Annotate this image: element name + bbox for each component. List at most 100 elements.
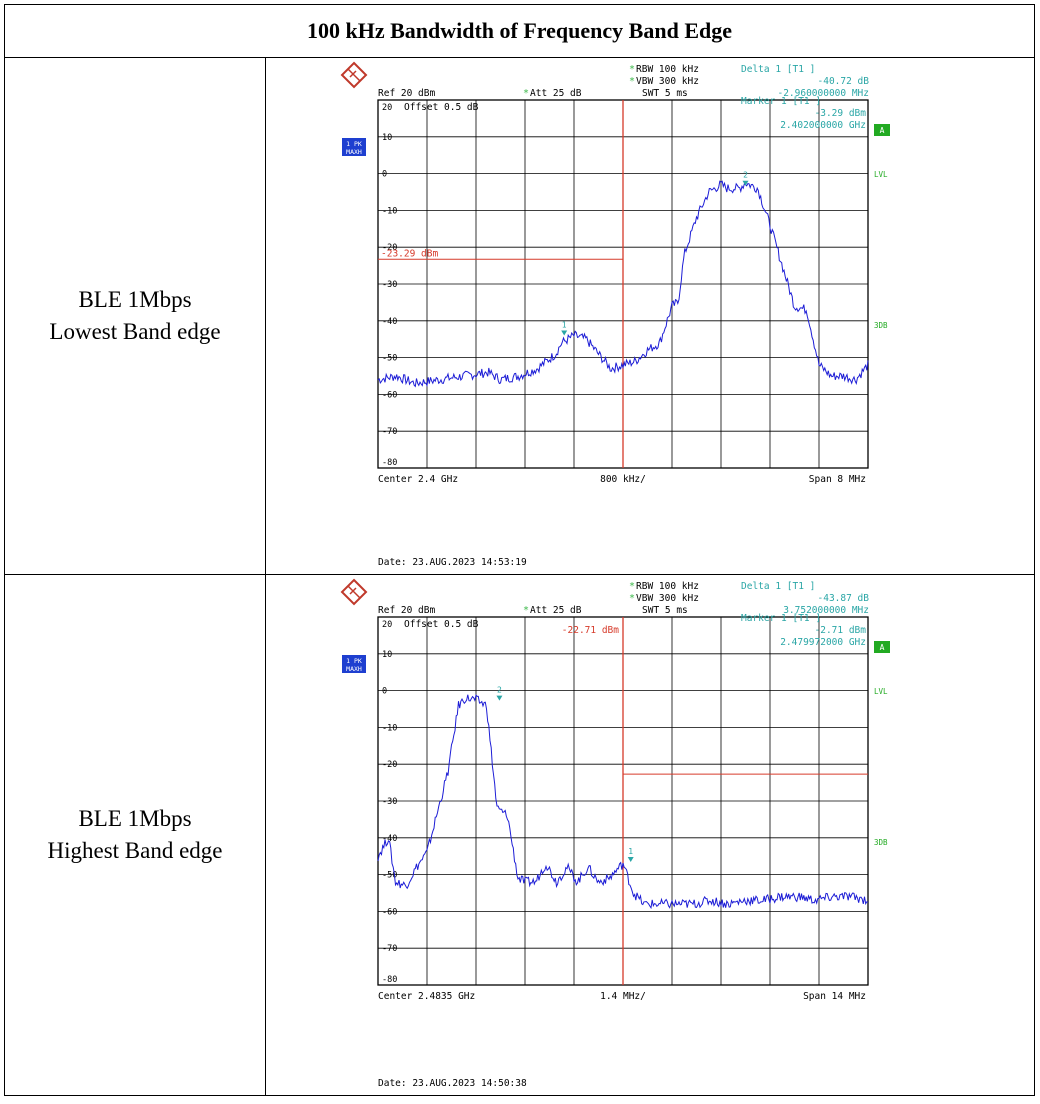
delta-marker-title: Delta 1 [T1 ]: [741, 64, 815, 75]
y-tick-label: -30: [382, 797, 397, 807]
attenuation: Att 25 dB: [530, 605, 582, 616]
marker-title: Marker 1 [T1 ]: [741, 96, 821, 107]
rbw-star: *: [629, 64, 635, 75]
y-tick-label: -50: [382, 354, 397, 364]
delta-marker-level: -43.87 dB: [818, 593, 870, 604]
trace-pk-label: 1 PK: [346, 657, 362, 665]
three-db-label: 3DB: [874, 838, 888, 847]
trace-badge: [342, 138, 366, 156]
attenuation: Att 25 dB: [530, 88, 582, 99]
row-label: BLE 1Mbps Lowest Band edge: [4, 57, 266, 575]
vbw-star: *: [629, 593, 635, 604]
y-tick-label: -20: [382, 760, 397, 770]
lvl-label: LVL: [874, 170, 888, 179]
y-tick-label: 20: [382, 620, 392, 630]
vbw-star: *: [629, 76, 635, 87]
rohde-schwarz-logo-icon: [340, 61, 368, 89]
marker-frequency: 2.402000000 GHz: [780, 120, 866, 131]
display-line-label: -22.71 dBm: [562, 625, 619, 636]
center-frequency: Center 2.4835 GHz: [378, 991, 475, 1002]
delta-marker-frequency: -2.960000000 MHz: [777, 88, 869, 99]
lvl-label: LVL: [874, 687, 888, 696]
y-tick-label: -50: [382, 871, 397, 881]
center-frequency: Center 2.4 GHz: [378, 474, 458, 485]
marker-level: -3.29 dBm: [815, 108, 867, 119]
y-tick-label: 0: [382, 687, 387, 697]
y-tick-label: -10: [382, 206, 397, 216]
a-badge-label: A: [880, 643, 885, 652]
delta-marker-frequency: 3.752000000 MHz: [783, 605, 869, 616]
capture-date: Date: 23.AUG.2023 14:53:19: [378, 557, 527, 568]
marker-number: 2: [743, 171, 748, 180]
marker-title: Marker 1 [T1 ]: [741, 613, 821, 624]
y-tick-label: -60: [382, 390, 397, 400]
spectrum-plot-cell: * RBW 100 kHz * VBW 300 kHz SWT 5 ms Ref 20 d…: [265, 574, 1035, 1096]
sweep-time: SWT 5 ms: [642, 605, 688, 616]
ref-offset: Offset 0.5 dB: [404, 102, 479, 113]
y-tick-label: -30: [382, 280, 397, 290]
trace-line: [377, 180, 869, 388]
trace-line: [377, 694, 869, 910]
ref-offset: Offset 0.5 dB: [404, 619, 479, 630]
reference-level: Ref 20 dBm: [378, 88, 435, 99]
table-title: 100 kHz Bandwidth of Frequency Band Edge: [4, 4, 1035, 58]
a-badge: [874, 641, 890, 653]
trace-maxh-label: MAXH: [346, 148, 362, 156]
att-star: *: [523, 88, 529, 99]
y-tick-label: -70: [382, 944, 397, 954]
display-line-label: -23.29 dBm: [381, 248, 438, 259]
y-tick-label: -20: [382, 243, 397, 253]
y-tick-label: -40: [382, 317, 397, 327]
att-star: *: [523, 605, 529, 616]
y-tick-label: -40: [382, 834, 397, 844]
row-label-edge: Highest Band edge: [47, 838, 223, 863]
reference-level: Ref 20 dBm: [378, 605, 435, 616]
table-row: BLE 1Mbps Lowest Band edge * RBW 100 kHz *…: [4, 57, 1035, 575]
delta-marker-level: -40.72 dB: [818, 76, 870, 87]
rbw-setting: RBW 100 kHz: [636, 581, 699, 592]
spectrum-plot-cell: * RBW 100 kHz * VBW 300 kHz SWT 5 ms Ref 20 d…: [265, 57, 1035, 575]
y-tick-label: 10: [382, 133, 392, 143]
marker-triangle-icon: [627, 857, 634, 863]
span-per-division: 1.4 MHz/: [600, 991, 646, 1002]
y-tick-label: 0: [382, 170, 387, 180]
span-per-division: 800 kHz/: [600, 474, 646, 485]
marker-number: 2: [497, 686, 502, 695]
sweep-time: SWT 5 ms: [642, 88, 688, 99]
rohde-schwarz-logo-icon: [340, 578, 368, 606]
marker-number: 1: [628, 847, 633, 856]
y-tick-label: -60: [382, 907, 397, 917]
marker-triangle-icon: [561, 330, 568, 336]
row-label-mode: BLE 1Mbps: [78, 806, 192, 831]
vbw-setting: VBW 300 kHz: [636, 76, 699, 87]
trace-maxh-label: MAXH: [346, 665, 362, 673]
marker-triangle-icon: [742, 180, 749, 186]
trace-pk-label: 1 PK: [346, 140, 362, 148]
y-tick-label: -10: [382, 723, 397, 733]
row-label-edge: Lowest Band edge: [49, 319, 221, 344]
vbw-setting: VBW 300 kHz: [636, 593, 699, 604]
capture-date: Date: 23.AUG.2023 14:50:38: [378, 1078, 527, 1089]
band-edge-table: 100 kHz Bandwidth of Frequency Band Edge…: [4, 4, 1035, 1096]
marker-frequency: 2.479972000 GHz: [780, 637, 866, 648]
trace-badge: [342, 655, 366, 673]
a-badge-label: A: [880, 126, 885, 135]
y-tick-label: 10: [382, 650, 392, 660]
y-tick-label: -70: [382, 427, 397, 437]
row-label: BLE 1Mbps Highest Band edge: [4, 574, 266, 1096]
y-tick-label: 20: [382, 103, 392, 113]
a-badge: [874, 124, 890, 136]
marker-number: 1: [562, 321, 567, 330]
rbw-setting: RBW 100 kHz: [636, 64, 699, 75]
y-tick-label: -80: [382, 975, 397, 985]
table-row: BLE 1Mbps Highest Band edge * RBW 100 kHz…: [4, 574, 1035, 1096]
marker-triangle-icon: [496, 695, 503, 701]
y-tick-label: -80: [382, 458, 397, 468]
marker-level: -2.71 dBm: [815, 625, 867, 636]
rbw-star: *: [629, 581, 635, 592]
three-db-label: 3DB: [874, 321, 888, 330]
delta-marker-title: Delta 1 [T1 ]: [741, 581, 815, 592]
span: Span 8 MHz: [809, 474, 866, 485]
